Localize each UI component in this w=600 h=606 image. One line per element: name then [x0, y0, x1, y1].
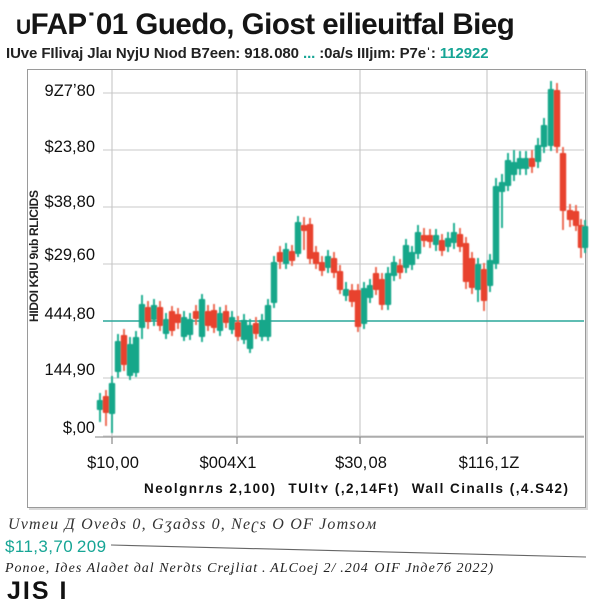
svg-text:$,00: $,00 — [63, 419, 95, 437]
svg-text:Neolgnrлs 2,100) TUltʏ (,2,14: Neolgnrлs 2,100) TUltʏ (,2,14Ft) Wall Ci… — [144, 481, 568, 496]
svg-text:$23,80: $23,80 — [45, 138, 95, 156]
svg-text:HIDOI KЯU 9ub RLICIDS: HIDOI KЯU 9ub RLICIDS — [27, 190, 41, 322]
svg-text:$116, 1Z: $116, 1Z — [459, 454, 520, 472]
svg-text:444,80: 444,80 — [45, 305, 95, 323]
svg-text:$38,80: $38,80 — [45, 193, 95, 211]
svg-text:$10, 00: $10, 00 — [87, 454, 139, 472]
svg-text:$29,60: $29,60 — [45, 246, 95, 264]
svg-text:144,90: 144,90 — [45, 361, 95, 379]
svg-text:9Z7ʼ80: 9Z7ʼ80 — [45, 82, 95, 100]
svg-text:$30, 08: $30, 08 — [335, 454, 387, 472]
svg-text:$004X1: $004X1 — [200, 454, 257, 472]
